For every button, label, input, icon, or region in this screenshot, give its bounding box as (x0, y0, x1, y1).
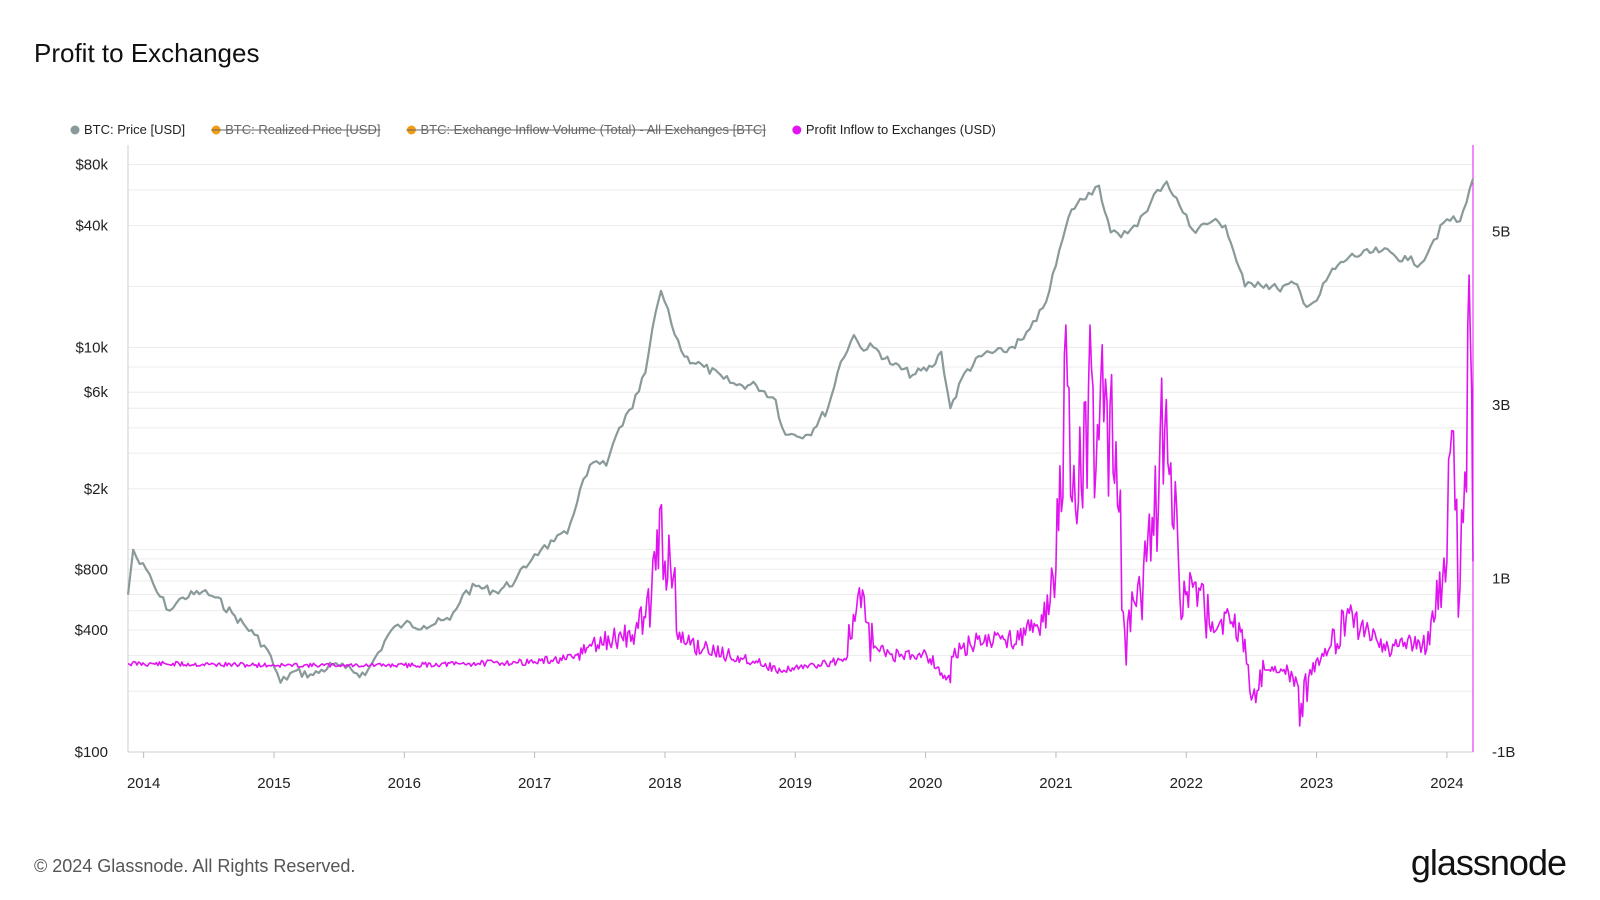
y-right-tick-label: -1B (1492, 744, 1515, 761)
x-tick-label: 2014 (127, 775, 160, 792)
chart-title: Profit to Exchanges (34, 38, 260, 68)
x-tick-label: 2020 (909, 775, 942, 792)
x-tick-label: 2018 (648, 775, 681, 792)
legend-item: BTC: Exchange Inflow Volume (Total) - Al… (406, 122, 766, 137)
series-line-profit-inflow (127, 274, 1474, 727)
y-right-tick-label: 1B (1492, 571, 1510, 588)
y-left-tick-label: $80k (75, 157, 108, 174)
x-tick-label: 2017 (518, 775, 551, 792)
x-tick-label: 2019 (779, 775, 812, 792)
legend-item: Profit Inflow to Exchanges (USD) (792, 122, 996, 137)
x-tick-label: 2024 (1430, 775, 1463, 792)
series-layer (126, 178, 1475, 727)
legend-marker (792, 125, 802, 135)
x-tick-label: 2016 (388, 775, 421, 792)
legend-item: BTC: Price [USD] (70, 122, 185, 137)
y-right-tick-label: 3B (1492, 397, 1510, 414)
legend-label: Profit Inflow to Exchanges (USD) (806, 122, 996, 137)
y-left-tick-label: $10k (75, 339, 108, 356)
y-left-tick-label: $400 (75, 622, 108, 639)
copyright-text: © 2024 Glassnode. All Rights Reserved. (34, 856, 356, 876)
x-tick-label: 2023 (1300, 775, 1333, 792)
y-left-tick-label: $6k (84, 384, 109, 401)
legend: BTC: Price [USD] BTC: Realized Price [USD… (70, 122, 996, 137)
y-left-tick-label: $40k (75, 218, 108, 235)
y-right-tick-label: 5B (1492, 224, 1510, 241)
legend-label: BTC: Price [USD] (84, 122, 185, 137)
x-tick-label: 2021 (1039, 775, 1072, 792)
y-left-tick-label: $800 (75, 561, 108, 578)
x-tick-label: 2022 (1170, 775, 1203, 792)
axes (127, 145, 1474, 758)
series-line-price (126, 178, 1475, 684)
y-left-tick-label: $100 (75, 744, 108, 761)
glassnode-logo: glassnode (1410, 842, 1567, 883)
x-tick-label: 2015 (257, 775, 290, 792)
legend-item: BTC: Realized Price [USD] (211, 122, 381, 137)
tick-labels: 2014 2015 2016 2017 2018 2019 2020 2021 2022 2023… (75, 157, 1516, 792)
legend-marker (70, 125, 80, 135)
y-left-tick-label: $2k (84, 481, 109, 498)
